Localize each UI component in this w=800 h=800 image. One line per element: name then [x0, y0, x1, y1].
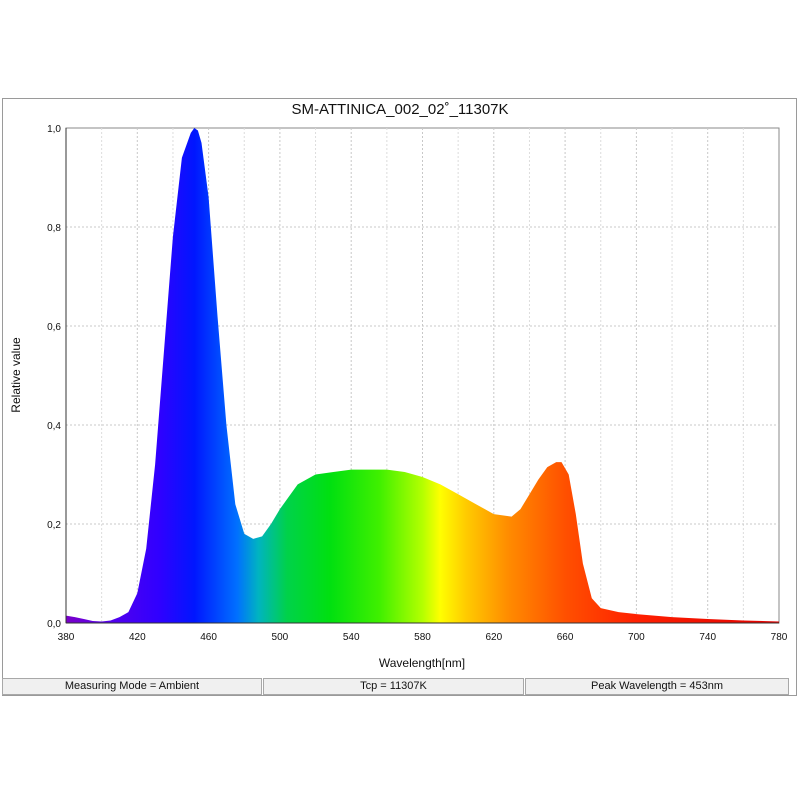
y-axis-label: Relative value — [9, 337, 23, 413]
x-tick-label: 700 — [628, 632, 645, 643]
spectrum-area — [66, 128, 779, 623]
peak-wavelength-status: Peak Wavelength = 453nm — [525, 678, 789, 695]
x-tick-label: 380 — [58, 632, 75, 643]
x-tick-label: 580 — [414, 632, 431, 643]
measuring-mode-status: Measuring Mode = Ambient — [2, 678, 262, 695]
y-tick-label: 0,0 — [47, 619, 61, 630]
x-tick-label: 740 — [699, 632, 716, 643]
x-tick-label: 660 — [557, 632, 574, 643]
x-tick-label: 500 — [272, 632, 289, 643]
x-tick-label: 780 — [771, 632, 788, 643]
x-tick-label: 460 — [200, 632, 217, 643]
tcp-status: Tcp = 11307K — [263, 678, 524, 695]
y-tick-label: 0,4 — [47, 421, 61, 432]
y-tick-label: 0,2 — [47, 520, 61, 531]
y-tick-label: 1,0 — [47, 124, 61, 135]
y-tick-label: 0,8 — [47, 223, 61, 234]
x-tick-labels: 380 420 460 500 540 580 620 660 700 740 780 — [58, 632, 788, 643]
chart-title: SM-ATTINICA_002_02˚_11307K — [291, 101, 509, 118]
x-tick-label: 620 — [485, 632, 502, 643]
y-tick-label: 0,6 — [47, 322, 61, 333]
x-tick-label: 420 — [129, 632, 146, 643]
y-tick-labels: 0,0 0,2 0,4 0,6 0,8 1,0 — [47, 124, 61, 630]
x-axis-label: Wavelength[nm] — [379, 656, 465, 670]
x-tick-label: 540 — [343, 632, 360, 643]
status-bar: Measuring Mode = Ambient Tcp = 11307K Pe… — [2, 678, 789, 695]
